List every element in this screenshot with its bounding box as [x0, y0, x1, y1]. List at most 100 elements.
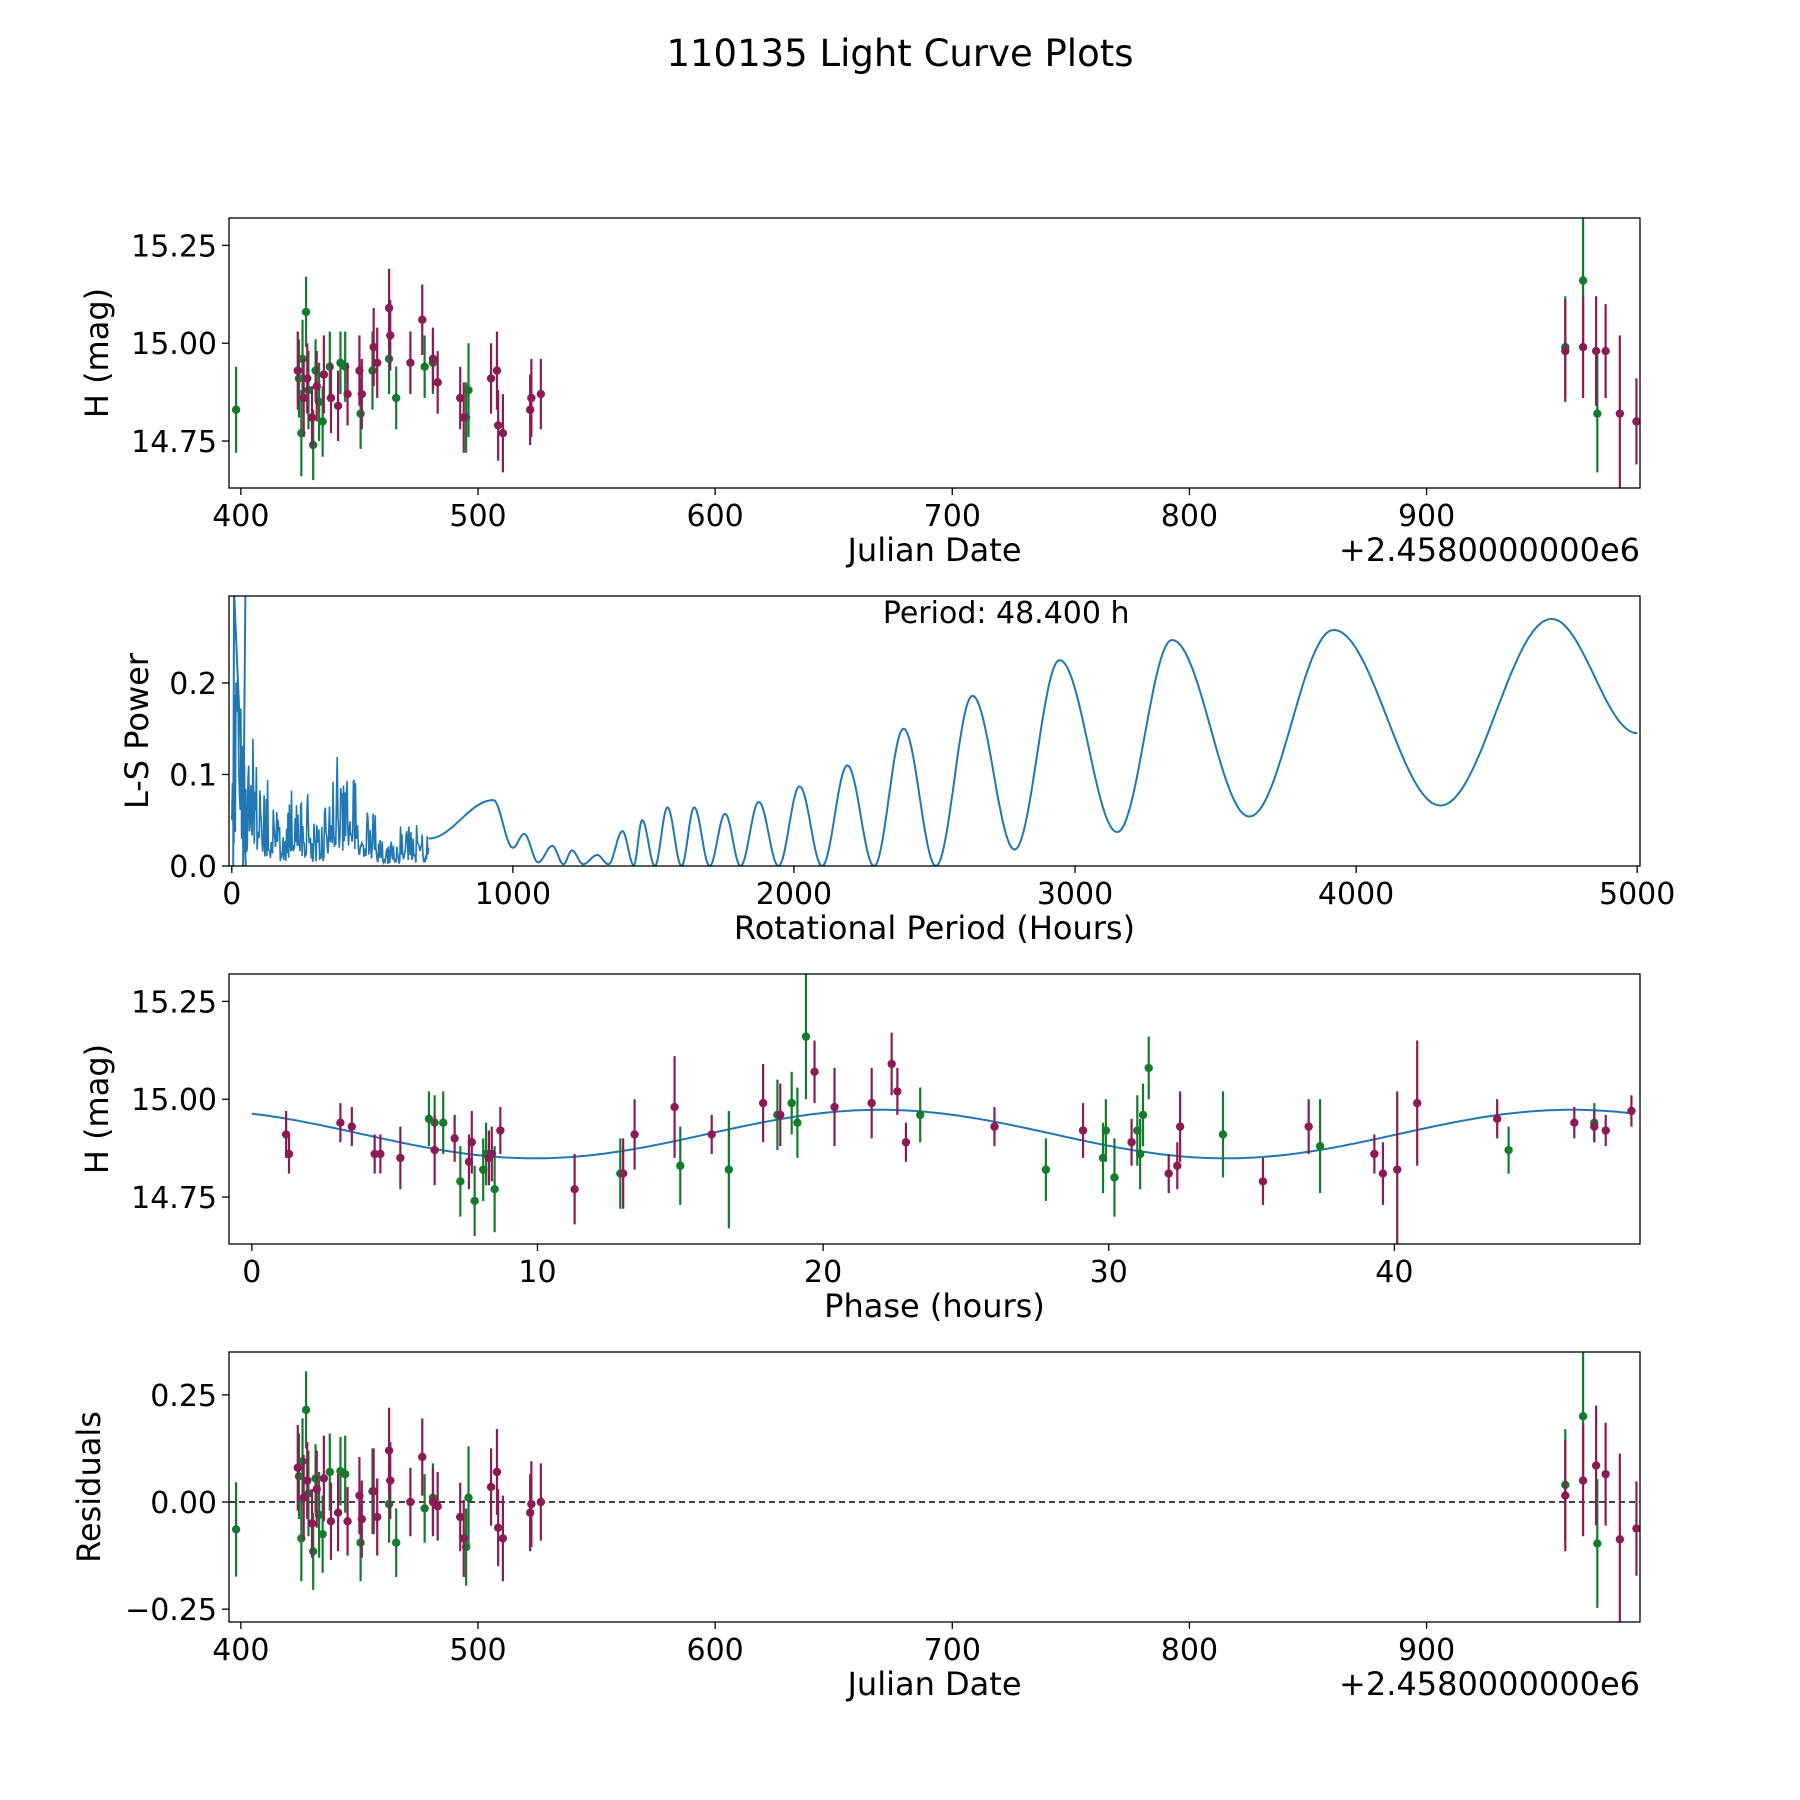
- residuals-ytick-label: 0.00: [150, 1486, 217, 1521]
- green-data-point: [391, 1538, 401, 1547]
- green-data-point: [420, 1504, 429, 1513]
- magenta-data-point: [1615, 409, 1625, 418]
- green-data-point: [1593, 409, 1602, 418]
- green-data-point: [301, 1405, 311, 1415]
- green-data-point: [1101, 1126, 1111, 1135]
- green-data-point: [456, 1177, 465, 1186]
- magenta-data-point: [1627, 1106, 1636, 1116]
- green-data-point: [420, 362, 429, 371]
- magenta-data-point: [893, 1087, 902, 1096]
- magenta-data-point: [570, 1185, 579, 1194]
- magenta-data-point: [810, 1067, 819, 1077]
- green-data-point: [793, 1118, 802, 1127]
- magenta-data-point: [428, 354, 438, 364]
- green-data-point: [356, 409, 365, 418]
- magenta-data-point: [450, 1134, 459, 1143]
- periodogram-x-label: Rotational Period (Hours): [734, 909, 1135, 947]
- green-data-point: [676, 1161, 685, 1170]
- green-data-point: [1504, 1145, 1513, 1155]
- green-data-point: [464, 1493, 473, 1502]
- phased-xtick-label: 30: [1090, 1255, 1128, 1290]
- lightcurve-xtick-label: 500: [449, 499, 506, 534]
- phased-curve-x-label: Phase (hours): [824, 1287, 1045, 1325]
- periodogram-ticks: 0 1000 2000 3000 4000 5000 0.0 0.1 0.2: [169, 667, 1675, 912]
- magenta-data-point: [376, 1149, 385, 1159]
- magenta-data-point: [1378, 1169, 1388, 1178]
- green-data-point: [325, 362, 334, 371]
- magenta-data-point: [496, 1126, 505, 1135]
- magenta-data-point: [776, 1110, 785, 1120]
- residuals-ytick-label: −0.25: [125, 1593, 217, 1628]
- magenta-data-point: [1492, 1114, 1502, 1123]
- light-curve-ticks: 400 500 600 700 800 900 14.75 15.00 15.25: [131, 229, 1455, 534]
- magenta-data-point: [284, 1149, 294, 1159]
- magenta-data-point: [758, 1098, 768, 1108]
- magenta-data-point: [1578, 342, 1588, 352]
- magenta-data-point: [347, 1122, 357, 1131]
- magenta-data-point: [1393, 1165, 1402, 1174]
- periodogram-y-label: L-S Power: [118, 652, 156, 809]
- green-data-point: [356, 1538, 365, 1547]
- magenta-data-point: [406, 358, 415, 367]
- periodogram-xtick-label: 4000: [1318, 877, 1394, 912]
- residuals-ticks: 400 500 600 700 800 900 −0.25 0.00 0.25: [125, 1379, 1455, 1668]
- periodogram-xtick-label: 2000: [756, 877, 832, 912]
- magenta-data-point: [1601, 1469, 1610, 1479]
- periodogram-xtick-label: 3000: [1037, 877, 1113, 912]
- magenta-data-point: [493, 1523, 503, 1532]
- residuals-y-label: Residuals: [70, 1411, 108, 1563]
- phased-curve-y-label: H (mag): [78, 1044, 116, 1174]
- green-data-point: [470, 1196, 479, 1206]
- magenta-data-point: [1304, 1122, 1313, 1131]
- green-data-point: [787, 1098, 796, 1108]
- green-data-point: [318, 1529, 327, 1539]
- green-data-point: [308, 440, 318, 450]
- periodogram-ytick-label: 0.1: [169, 758, 217, 793]
- residuals-xtick-label: 400: [212, 1633, 269, 1668]
- light-curve-marks: [231, 218, 1640, 488]
- green-data-point: [298, 354, 307, 364]
- magenta-data-point: [1590, 1122, 1599, 1131]
- magenta-data-point: [307, 1519, 317, 1528]
- residuals-offset-label: +2.4580000000e6: [1339, 1665, 1640, 1703]
- phased-curve-ticks: 0 10 20 30 40 14.75 15.00 15.25: [131, 985, 1413, 1290]
- magenta-data-point: [433, 1502, 442, 1511]
- magenta-data-point: [1258, 1177, 1268, 1186]
- magenta-data-point: [536, 389, 546, 399]
- residuals-ytick-label: 0.25: [150, 1379, 217, 1414]
- lightcurve-xtick-label: 800: [1161, 499, 1218, 534]
- periodogram-ytick-label: 0.0: [169, 850, 217, 885]
- phased-curve-panel: 0 10 20 30 40 14.75 15.00 15.25 Phase (hours) H…: [78, 973, 1641, 1325]
- green-data-point: [231, 1525, 241, 1534]
- lightcurve-xtick-label: 400: [212, 499, 269, 534]
- magenta-data-point: [357, 389, 366, 399]
- residuals-xtick-label: 500: [449, 1633, 506, 1668]
- green-data-point: [1138, 1110, 1148, 1120]
- green-data-point: [1578, 276, 1588, 285]
- magenta-data-point: [1591, 1461, 1601, 1470]
- periodogram-ytick-label: 0.2: [169, 667, 217, 702]
- green-data-point: [384, 1499, 394, 1509]
- green-data-point: [1578, 1412, 1588, 1421]
- magenta-data-point: [299, 393, 308, 403]
- magenta-data-point: [487, 1149, 496, 1159]
- magenta-data-point: [527, 1499, 536, 1509]
- magenta-data-point: [525, 405, 535, 414]
- phased-ytick-label: 15.00: [131, 1083, 217, 1118]
- magenta-data-point: [498, 1534, 508, 1543]
- magenta-data-point: [406, 1497, 415, 1507]
- magenta-data-point: [326, 393, 336, 403]
- magenta-data-point: [307, 413, 317, 422]
- residuals-panel: 400 500 600 700 800 900 −0.25 0.00 0.25 Julian D…: [70, 1351, 1641, 1703]
- magenta-data-point: [396, 1153, 405, 1163]
- lightcurve-xtick-label: 900: [1398, 499, 1455, 534]
- green-data-point: [1593, 1539, 1602, 1548]
- light-curve-offset-label: +2.4580000000e6: [1339, 531, 1640, 569]
- green-data-point: [391, 393, 401, 403]
- magenta-data-point: [492, 1467, 502, 1477]
- green-data-point: [325, 1467, 334, 1477]
- residuals-xtick-label: 700: [924, 1633, 981, 1668]
- magenta-data-point: [527, 393, 536, 403]
- magenta-data-point: [1601, 1126, 1610, 1135]
- period-annotation: Period: 48.400 h: [883, 596, 1130, 631]
